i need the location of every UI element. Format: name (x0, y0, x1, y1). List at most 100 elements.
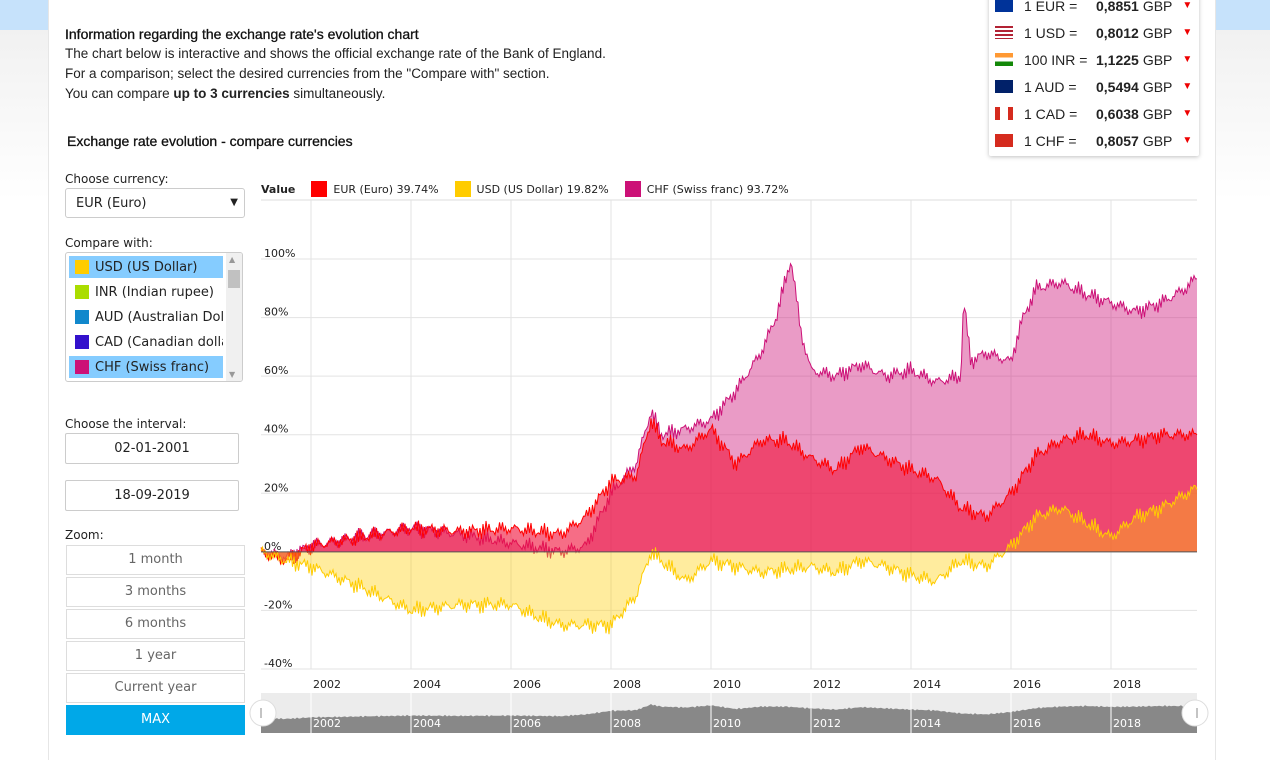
rate-row[interactable]: 1 AUD = 0,5494 GBP ▼ (995, 73, 1195, 100)
navigator-tick-label: 2010 (713, 717, 741, 730)
rate-unit: GBP (1142, 105, 1173, 122)
compare-option[interactable]: CAD (Canadian dollar) (69, 331, 223, 353)
x-tick-label: 2014 (913, 678, 941, 691)
series-line-chf (260, 262, 1198, 564)
legend-swatch (454, 181, 471, 197)
eu-flag-icon (995, 0, 1013, 12)
rate-row[interactable]: 1 EUR = 0,8851 GBP ▼ (995, 0, 1195, 19)
scroll-thumb[interactable] (228, 270, 240, 288)
option-label: INR (Indian rupee) (95, 284, 214, 300)
color-swatch (75, 360, 89, 374)
trend-down-icon: ▼ (1182, 27, 1193, 38)
value-label: Value (261, 182, 296, 196)
navigator-handle-right[interactable] (1181, 699, 1209, 727)
y-tick-label: 40% (264, 423, 288, 436)
color-swatch (75, 260, 89, 274)
y-tick-label: 60% (264, 364, 288, 377)
rate-label: 100 INR = (1024, 51, 1088, 68)
color-swatch (75, 310, 89, 324)
compare-list[interactable]: ▲ ▼ USD (US Dollar) INR (Indian rupee) AUD … (65, 252, 243, 382)
zoom-button[interactable]: 1 month (66, 545, 245, 575)
y-tick-label: 80% (264, 306, 288, 319)
compare-option[interactable]: INR (Indian rupee) (69, 281, 223, 303)
in-flag-icon (995, 53, 1013, 66)
x-tick-label: 2002 (313, 678, 341, 691)
series-area-chf (261, 263, 1197, 563)
series-area-eur (261, 418, 1197, 565)
au-flag-icon (995, 80, 1013, 93)
x-tick-label: 2016 (1013, 678, 1041, 691)
option-label: USD (US Dollar) (95, 259, 198, 275)
trend-down-icon: ▼ (1182, 135, 1193, 146)
zoom-button[interactable]: Current year (66, 673, 245, 703)
zoom-button[interactable]: 3 months (66, 577, 245, 607)
zoom-button[interactable]: 1 year (66, 641, 245, 671)
rate-unit: GBP (1142, 0, 1173, 14)
legend-value: 93.72% (746, 182, 789, 196)
dropdown-arrow-icon: ▼ (230, 197, 238, 208)
trend-down-icon: ▼ (1182, 0, 1193, 11)
scrollbar[interactable]: ▲ ▼ (226, 253, 242, 381)
series-area-usd (261, 485, 1197, 635)
color-swatch (75, 285, 89, 299)
interval-label: Choose the interval: (65, 417, 187, 431)
scroll-up-icon[interactable]: ▲ (229, 255, 236, 264)
navigator-tick-label: 2016 (1013, 717, 1041, 730)
rate-value: 0,8851 (1096, 0, 1139, 14)
rate-row[interactable]: 1 CAD = 0,6038 GBP ▼ (995, 100, 1195, 127)
currency-value: EUR (Euro) (76, 196, 147, 211)
rate-label: 1 AUD = (1024, 78, 1077, 95)
y-tick-label: 0% (264, 540, 281, 553)
rate-unit: GBP (1142, 24, 1173, 41)
date-to-input[interactable]: 18-09-2019 (65, 480, 239, 511)
rate-value: 1,1225 (1096, 51, 1139, 68)
compare-option[interactable]: USD (US Dollar) (69, 256, 223, 278)
legend-swatch (311, 181, 328, 197)
legend-name: EUR (Euro) (333, 182, 394, 196)
legend-usd[interactable]: USD (US Dollar) 19.82% (454, 181, 609, 197)
info-line: You can compare up to 3 currencies simul… (65, 84, 606, 104)
navigator-tick-label: 2006 (513, 717, 541, 730)
navigator-tick-label: 2014 (913, 717, 941, 730)
currency-select[interactable]: EUR (Euro) ▼ (65, 188, 245, 218)
chart-legend: Value EUR (Euro) 39.74% USD (US Dollar) … (261, 181, 789, 197)
rate-unit: GBP (1142, 78, 1173, 95)
rate-value: 0,5494 (1096, 78, 1139, 95)
zoom-label: Zoom: (65, 528, 104, 542)
info-text: simultaneously. (289, 86, 386, 101)
date-from-input[interactable]: 02-01-2001 (65, 433, 239, 464)
y-tick-label: 20% (264, 481, 288, 494)
x-tick-label: 2008 (613, 678, 641, 691)
legend-name: USD (US Dollar) (476, 182, 564, 196)
compare-option[interactable]: CHF (Swiss franc) (69, 356, 223, 378)
trend-down-icon: ▼ (1182, 54, 1193, 65)
navigator-handle-left[interactable] (249, 699, 277, 727)
info-bold: up to 3 currencies (173, 86, 290, 101)
compare-label: Compare with: (65, 236, 153, 250)
scroll-down-icon[interactable]: ▼ (229, 370, 236, 379)
series-line-usd (260, 484, 1198, 635)
legend-swatch (624, 181, 641, 197)
rate-row[interactable]: 1 CHF = 0,8057 GBP ▼ (995, 127, 1195, 154)
rate-value: 0,8012 (1096, 24, 1139, 41)
x-tick-label: 2012 (813, 678, 841, 691)
legend-eur[interactable]: EUR (Euro) 39.74% (311, 181, 439, 197)
rate-row[interactable]: 1 USD = 0,8012 GBP ▼ (995, 19, 1195, 46)
rate-row[interactable]: 100 INR = 1,1225 GBP ▼ (995, 46, 1195, 73)
info-line: For a comparison; select the desired cur… (65, 66, 550, 81)
rate-label: 1 CAD = (1024, 105, 1078, 122)
legend-value: 19.82% (566, 182, 609, 196)
legend-chf[interactable]: CHF (Swiss franc) 93.72% (624, 181, 789, 197)
y-tick-label: -40% (264, 657, 292, 670)
info-line: The chart below is interactive and shows… (65, 46, 606, 61)
zoom-button[interactable]: MAX (66, 705, 245, 735)
x-tick-label: 2006 (513, 678, 541, 691)
legend-name: CHF (Swiss franc) (646, 182, 744, 196)
us-flag-icon (995, 26, 1013, 39)
option-label: CAD (Canadian dollar) (95, 334, 223, 350)
zoom-button[interactable]: 6 months (66, 609, 245, 639)
choose-currency-label: Choose currency: (65, 172, 169, 186)
compare-option[interactable]: AUD (Australian Dollar) (69, 306, 223, 328)
navigator-tick-label: 2002 (313, 717, 341, 730)
